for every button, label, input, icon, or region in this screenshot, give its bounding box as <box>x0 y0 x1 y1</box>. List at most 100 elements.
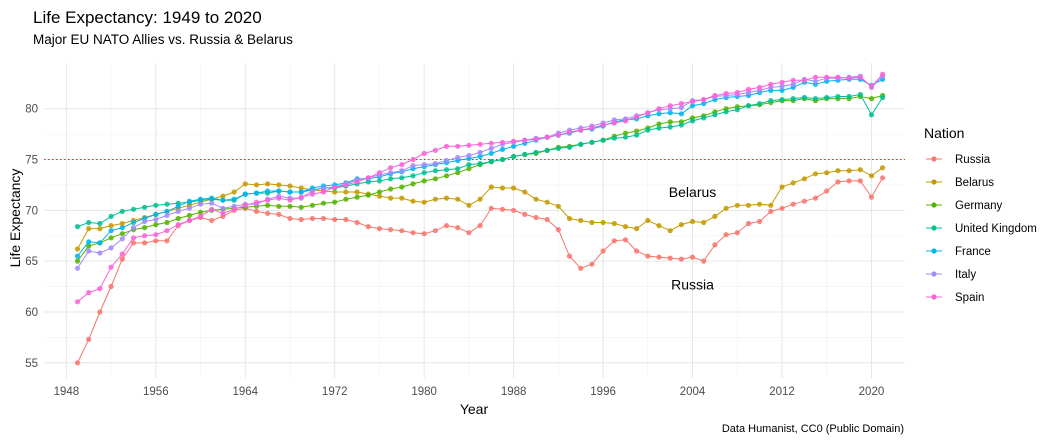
data-point-germany <box>153 222 159 228</box>
data-point-spain <box>74 299 81 305</box>
data-point-russia <box>689 254 696 260</box>
data-point-belarus <box>510 185 517 191</box>
data-point-germany <box>868 96 875 102</box>
data-point-russia <box>298 216 304 223</box>
data-point-italy <box>421 162 427 168</box>
y-tick-label: 65 <box>25 256 38 268</box>
caption: Data Humanist, CC0 (Public Domain) <box>722 423 904 435</box>
data-point-spain <box>242 202 248 208</box>
legend-item-belarus: Belarus <box>926 177 994 189</box>
data-point-belarus <box>757 201 763 207</box>
data-point-united-kingdom <box>74 224 81 230</box>
x-tick-label: 1956 <box>143 386 169 398</box>
data-point-germany <box>119 231 125 237</box>
data-point-germany <box>432 176 438 182</box>
data-point-russia <box>846 178 852 184</box>
data-point-spain <box>477 141 483 147</box>
data-point-spain <box>209 206 215 212</box>
data-point-germany <box>354 194 360 200</box>
legend-item-united-kingdom: United Kingdom <box>926 223 1037 235</box>
data-point-spain <box>343 182 349 188</box>
data-point-france <box>175 203 181 209</box>
data-point-russia <box>757 218 763 225</box>
data-point-spain <box>667 103 673 109</box>
data-point-russia <box>499 206 506 212</box>
data-point-russia <box>320 215 327 222</box>
data-point-belarus <box>701 219 707 226</box>
data-point-united-kingdom <box>108 213 114 219</box>
data-point-spain <box>108 264 114 270</box>
series-germany <box>74 92 886 264</box>
data-point-spain <box>656 106 662 112</box>
data-point-united-kingdom <box>622 134 629 140</box>
data-point-united-kingdom <box>522 151 528 158</box>
data-point-spain <box>119 251 125 257</box>
data-point-germany <box>399 184 405 190</box>
data-point-russia <box>634 248 640 254</box>
data-point-italy <box>186 205 192 211</box>
x-axis-ticks: 1948 1956 1964 1972 1980 1988 1996 2004 2012 2020 <box>54 386 885 398</box>
data-point-spain <box>354 179 360 185</box>
data-point-spain <box>801 77 808 83</box>
data-point-russia <box>388 227 394 233</box>
data-point-united-kingdom <box>835 93 841 100</box>
data-point-spain <box>197 213 204 219</box>
data-point-spain <box>723 90 729 97</box>
data-point-spain <box>97 286 103 292</box>
data-point-belarus <box>298 185 304 191</box>
data-point-russia <box>544 216 550 223</box>
data-point-france <box>276 188 282 194</box>
data-point-russia <box>108 283 114 290</box>
data-point-belarus <box>589 219 595 226</box>
data-point-spain <box>566 129 573 135</box>
data-point-spain <box>253 199 260 205</box>
data-point-belarus <box>745 202 752 208</box>
data-point-united-kingdom <box>578 141 584 147</box>
data-point-united-kingdom <box>544 147 550 153</box>
data-point-france <box>701 101 707 107</box>
data-point-belarus <box>790 180 796 186</box>
data-point-belarus <box>544 199 550 205</box>
data-point-united-kingdom <box>410 173 416 179</box>
data-point-spain <box>421 150 427 156</box>
legend-item-italy: Italy <box>926 269 976 281</box>
data-point-united-kingdom <box>466 162 472 168</box>
data-point-spain <box>86 290 92 296</box>
data-point-belarus <box>645 217 651 224</box>
data-point-italy <box>142 218 148 225</box>
data-point-spain <box>309 191 315 197</box>
data-point-russia <box>656 254 662 260</box>
annotations: Belarus Russia <box>669 184 716 292</box>
data-point-belarus <box>119 220 125 227</box>
legend-label: Spain <box>955 292 984 304</box>
legend-label: Italy <box>955 269 976 281</box>
data-point-russia <box>153 238 159 244</box>
data-point-france <box>186 198 192 204</box>
data-point-italy <box>197 201 204 207</box>
series-line-united-kingdom <box>77 93 884 228</box>
data-point-germany <box>466 166 472 172</box>
data-point-spain <box>522 137 528 143</box>
data-point-germany <box>376 189 383 195</box>
data-point-united-kingdom <box>880 94 886 101</box>
data-point-russia <box>510 207 517 213</box>
data-point-belarus <box>600 219 606 226</box>
data-point-germany <box>667 119 673 125</box>
data-point-france <box>678 111 685 117</box>
data-point-belarus <box>466 202 472 208</box>
data-point-russia <box>723 232 729 238</box>
data-point-russia <box>745 220 752 227</box>
data-point-france <box>231 196 237 202</box>
data-point-france <box>253 190 260 196</box>
data-point-russia <box>142 240 148 246</box>
data-point-russia <box>253 208 260 214</box>
data-point-france <box>220 197 226 203</box>
legend-item-spain: Spain <box>926 292 984 304</box>
data-point-russia <box>667 255 673 261</box>
data-point-spain <box>399 162 405 168</box>
data-point-belarus <box>410 198 416 204</box>
legend-title: Nation <box>924 125 964 141</box>
data-point-belarus <box>376 193 383 199</box>
data-point-spain <box>231 206 237 212</box>
